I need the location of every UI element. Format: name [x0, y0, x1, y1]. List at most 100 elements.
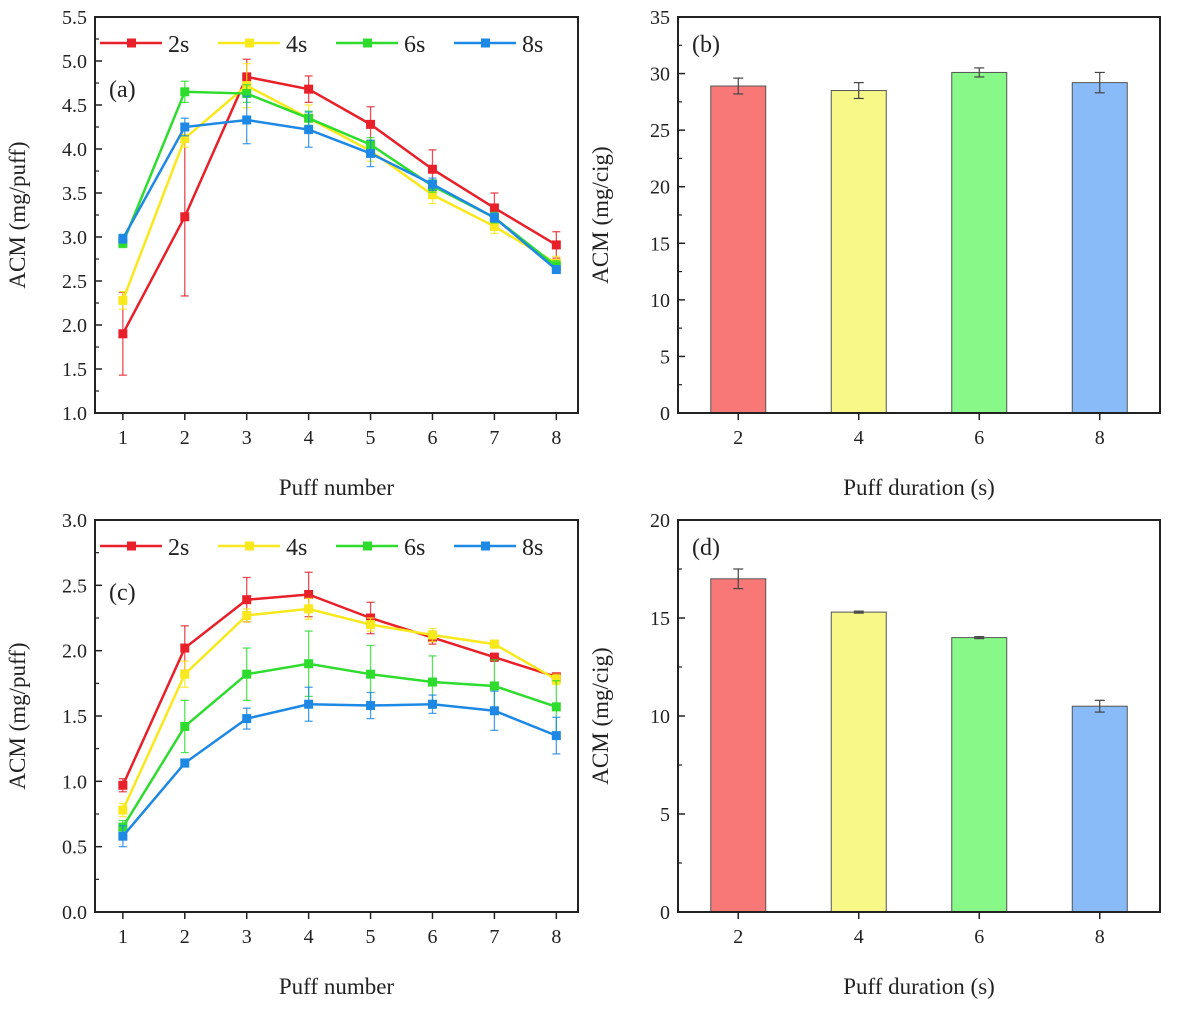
y-tick-label: 15 — [650, 608, 670, 630]
data-point — [366, 148, 376, 158]
data-point — [489, 221, 499, 231]
x-tick-label: 4 — [854, 926, 864, 948]
y-tick-label: 20 — [650, 510, 670, 532]
data-point — [180, 643, 190, 653]
panel-label: (c) — [109, 580, 136, 606]
legend-marker — [481, 38, 490, 48]
data-point — [242, 595, 252, 605]
x-tick-label: 1 — [118, 427, 128, 449]
data-point — [180, 87, 190, 97]
y-tick-label: 3.5 — [62, 183, 87, 205]
y-tick-label: 35 — [650, 7, 670, 29]
data-point — [118, 780, 128, 790]
data-point — [427, 190, 437, 200]
x-tick-label: 5 — [366, 926, 376, 948]
data-point — [180, 122, 190, 132]
data-point — [427, 677, 437, 687]
data-point — [489, 681, 499, 691]
y-tick-label: 0.5 — [62, 837, 87, 859]
data-point — [180, 758, 190, 768]
data-point — [489, 706, 499, 716]
data-point — [118, 805, 128, 815]
x-tick-label: 3 — [242, 926, 252, 948]
data-point — [427, 630, 437, 640]
legend-label: 2s — [168, 32, 189, 58]
data-point — [366, 620, 376, 630]
x-axis-label: Puff duration (s) — [843, 475, 995, 500]
data-point — [427, 699, 437, 709]
x-tick-label: 6 — [974, 926, 984, 948]
legend-marker — [127, 541, 136, 551]
y-tick-label: 3.0 — [62, 227, 87, 249]
plot-frame — [94, 519, 579, 913]
data-point — [366, 701, 376, 711]
y-tick-label: 2.5 — [62, 271, 87, 293]
y-tick-label: 1.5 — [62, 706, 87, 728]
series-line — [121, 607, 557, 811]
bar-2 — [710, 85, 767, 414]
y-axis-label: ACM (mg/cig) — [588, 647, 613, 784]
panel-label: (b) — [692, 32, 720, 58]
series-line — [121, 84, 557, 301]
legend-marker — [245, 38, 254, 48]
y-tick-label: 10 — [650, 706, 670, 728]
x-axis-label: Puff number — [279, 974, 395, 999]
data-point — [366, 119, 376, 129]
series-4s — [118, 597, 561, 818]
legend-marker — [363, 38, 372, 48]
x-tick-label: 2 — [733, 926, 743, 948]
y-tick-label: 0 — [660, 902, 670, 924]
legend-label: 6s — [404, 32, 425, 58]
series-line — [121, 75, 557, 335]
data-point — [551, 702, 561, 712]
legend-marker — [245, 541, 254, 551]
data-point — [489, 639, 499, 649]
y-tick-label: 4.5 — [62, 95, 87, 117]
legend-label: 6s — [404, 535, 425, 561]
data-point — [304, 659, 314, 669]
data-point — [180, 721, 190, 731]
y-tick-label: 0.0 — [62, 902, 87, 924]
x-tick-label: 2 — [733, 427, 743, 449]
series-line — [121, 593, 557, 786]
y-tick-label: 5.0 — [62, 51, 87, 73]
x-tick-label: 4 — [854, 427, 864, 449]
legend-label: 4s — [286, 535, 307, 561]
chart-panel-4: 0 5 10 15 20 2 4 6 8 (d) Puff duration (s) ACM (mg/… — [588, 510, 1161, 999]
y-tick-label: 15 — [650, 233, 670, 255]
series-2s — [118, 58, 561, 376]
y-tick-label: 20 — [650, 177, 670, 199]
legend-label: 2s — [168, 535, 189, 561]
data-point — [242, 669, 252, 679]
data-point — [180, 669, 190, 679]
legend-marker — [363, 541, 372, 551]
x-tick-label: 8 — [551, 427, 561, 449]
bar-2 — [710, 578, 767, 913]
y-axis-label: ACM (mg/puff) — [5, 642, 30, 789]
series-line — [121, 662, 557, 828]
bar-6 — [951, 637, 1008, 913]
data-point — [118, 295, 128, 305]
bar-4 — [830, 611, 887, 913]
x-tick-label: 6 — [427, 926, 437, 948]
data-point — [180, 133, 190, 143]
data-point — [489, 652, 499, 662]
x-tick-label: 5 — [366, 427, 376, 449]
x-tick-label: 8 — [1095, 427, 1105, 449]
data-point — [304, 125, 314, 135]
data-point — [242, 89, 252, 99]
y-axis-label: ACM (mg/cig) — [588, 146, 613, 283]
y-tick-label: 1.0 — [62, 771, 87, 793]
x-axis-label: Puff duration (s) — [843, 974, 995, 999]
y-tick-label: 5.5 — [62, 7, 87, 29]
data-point — [551, 731, 561, 741]
x-tick-label: 7 — [489, 926, 499, 948]
data-point — [551, 240, 561, 250]
x-tick-label: 6 — [427, 427, 437, 449]
legend-marker — [481, 541, 490, 551]
data-point — [304, 699, 314, 709]
data-point — [427, 179, 437, 189]
y-tick-label: 5 — [660, 804, 670, 826]
x-tick-label: 8 — [551, 926, 561, 948]
legend-label: 8s — [522, 32, 543, 58]
